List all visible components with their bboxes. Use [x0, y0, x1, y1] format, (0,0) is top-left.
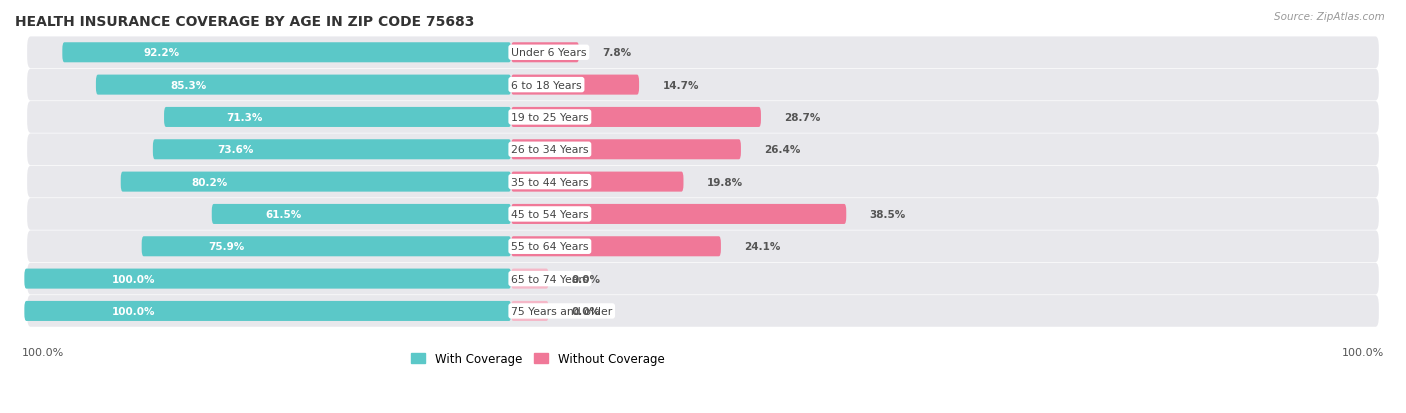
FancyBboxPatch shape [96, 76, 512, 95]
FancyBboxPatch shape [512, 237, 721, 256]
Text: 100.0%: 100.0% [112, 306, 156, 316]
Text: 6 to 18 Years: 6 to 18 Years [512, 81, 582, 90]
FancyBboxPatch shape [512, 140, 741, 160]
FancyBboxPatch shape [27, 102, 1379, 133]
Text: HEALTH INSURANCE COVERAGE BY AGE IN ZIP CODE 75683: HEALTH INSURANCE COVERAGE BY AGE IN ZIP … [15, 15, 474, 29]
FancyBboxPatch shape [165, 108, 512, 128]
Text: Under 6 Years: Under 6 Years [512, 48, 586, 58]
FancyBboxPatch shape [512, 76, 640, 95]
Text: 19 to 25 Years: 19 to 25 Years [512, 113, 589, 123]
Text: 100.0%: 100.0% [22, 348, 65, 358]
Text: 0.0%: 0.0% [572, 274, 600, 284]
FancyBboxPatch shape [24, 301, 512, 321]
FancyBboxPatch shape [512, 301, 548, 321]
Text: 35 to 44 Years: 35 to 44 Years [512, 177, 589, 187]
Text: 26.4%: 26.4% [765, 145, 800, 155]
Text: 61.5%: 61.5% [266, 209, 302, 219]
Text: 45 to 54 Years: 45 to 54 Years [512, 209, 589, 219]
FancyBboxPatch shape [512, 43, 579, 63]
FancyBboxPatch shape [27, 134, 1379, 166]
Text: 38.5%: 38.5% [870, 209, 905, 219]
FancyBboxPatch shape [512, 172, 683, 192]
Text: 28.7%: 28.7% [785, 113, 821, 123]
FancyBboxPatch shape [27, 263, 1379, 295]
FancyBboxPatch shape [27, 70, 1379, 101]
Text: 65 to 74 Years: 65 to 74 Years [512, 274, 589, 284]
Text: 55 to 64 Years: 55 to 64 Years [512, 242, 589, 252]
Text: 100.0%: 100.0% [112, 274, 156, 284]
FancyBboxPatch shape [153, 140, 512, 160]
FancyBboxPatch shape [142, 237, 512, 256]
FancyBboxPatch shape [512, 108, 761, 128]
Text: 92.2%: 92.2% [143, 48, 179, 58]
Text: 19.8%: 19.8% [707, 177, 742, 187]
Text: 80.2%: 80.2% [191, 177, 228, 187]
Text: 24.1%: 24.1% [744, 242, 780, 252]
FancyBboxPatch shape [27, 295, 1379, 327]
FancyBboxPatch shape [27, 166, 1379, 198]
Text: 85.3%: 85.3% [170, 81, 207, 90]
FancyBboxPatch shape [24, 269, 512, 289]
FancyBboxPatch shape [121, 172, 512, 192]
Text: 73.6%: 73.6% [218, 145, 253, 155]
FancyBboxPatch shape [27, 231, 1379, 263]
Legend: With Coverage, Without Coverage: With Coverage, Without Coverage [412, 352, 665, 365]
Text: Source: ZipAtlas.com: Source: ZipAtlas.com [1274, 12, 1385, 22]
FancyBboxPatch shape [512, 269, 548, 289]
Text: 100.0%: 100.0% [1341, 348, 1384, 358]
Text: 14.7%: 14.7% [662, 81, 699, 90]
Text: 75 Years and older: 75 Years and older [512, 306, 613, 316]
Text: 75.9%: 75.9% [208, 242, 245, 252]
Text: 26 to 34 Years: 26 to 34 Years [512, 145, 589, 155]
Text: 0.0%: 0.0% [572, 306, 600, 316]
Text: 71.3%: 71.3% [226, 113, 263, 123]
FancyBboxPatch shape [512, 204, 846, 224]
FancyBboxPatch shape [62, 43, 512, 63]
Text: 7.8%: 7.8% [602, 48, 631, 58]
FancyBboxPatch shape [27, 199, 1379, 230]
FancyBboxPatch shape [212, 204, 512, 224]
FancyBboxPatch shape [27, 37, 1379, 69]
